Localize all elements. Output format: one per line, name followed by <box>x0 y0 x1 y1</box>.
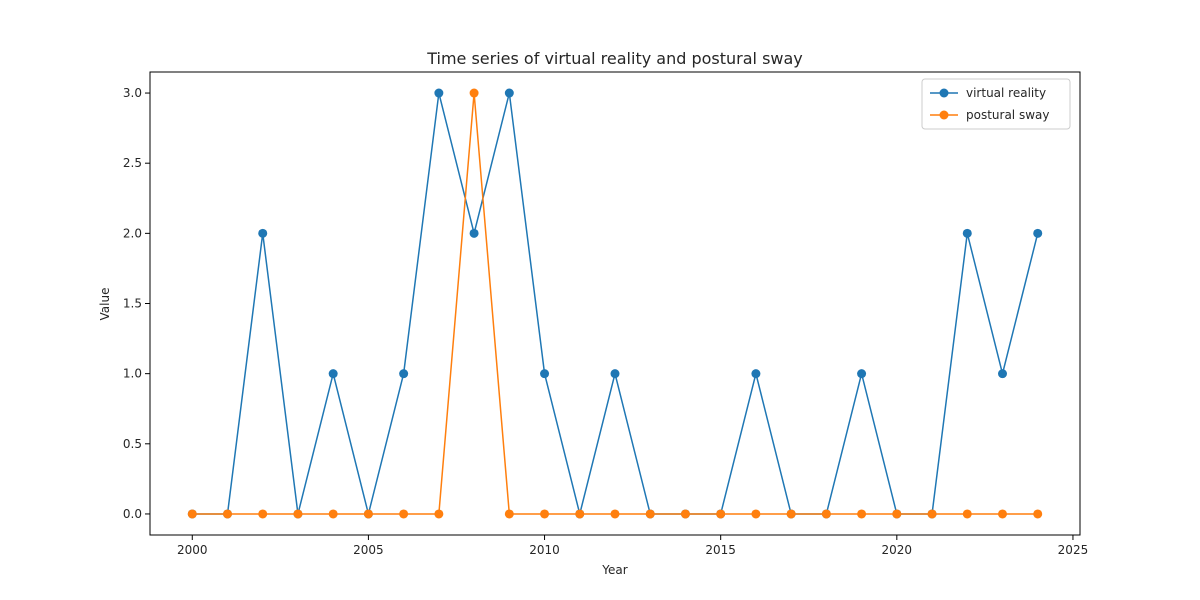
legend-box <box>921 78 1071 130</box>
data-point-0-2 <box>258 228 268 238</box>
legend-label-1: postural sway <box>966 108 1049 122</box>
data-point-1-10 <box>540 509 550 519</box>
data-point-1-19 <box>857 509 867 519</box>
legend-marker-1 <box>939 110 949 120</box>
data-point-0-19 <box>857 369 867 379</box>
data-point-0-10 <box>540 369 550 379</box>
y-tick-label-0: 0.0 <box>123 507 142 521</box>
legend: virtual reality postural sway <box>921 78 1071 130</box>
data-point-1-2 <box>258 509 268 519</box>
legend-label-0: virtual reality <box>966 86 1046 100</box>
data-point-0-12 <box>610 369 620 379</box>
data-point-1-17 <box>786 509 796 519</box>
y-tick-label-1: 0.5 <box>123 437 142 451</box>
data-point-0-9 <box>504 88 514 98</box>
data-point-0-6 <box>399 369 409 379</box>
data-point-0-8 <box>469 228 479 238</box>
x-tick-label-0: 2000 <box>177 543 208 557</box>
plot-area <box>187 88 1043 519</box>
data-point-1-6 <box>399 509 409 519</box>
plot-frame <box>149 71 1081 536</box>
data-point-1-24 <box>1033 509 1043 519</box>
data-point-0-7 <box>434 88 444 98</box>
x-tick-label-3: 2015 <box>705 543 736 557</box>
x-tick-label-2: 2010 <box>529 543 560 557</box>
y-tick-label-4: 2.0 <box>123 226 142 240</box>
data-point-1-20 <box>892 509 902 519</box>
data-point-1-16 <box>751 509 761 519</box>
axes: 2000 2005 2010 2015 2020 2025 0.0 0.5 1.0 1.5 2.0 2… <box>123 71 1089 557</box>
data-point-1-21 <box>927 509 937 519</box>
data-point-1-5 <box>363 509 373 519</box>
x-tick-label-5: 2025 <box>1058 543 1089 557</box>
series-line-1 <box>192 92 1038 515</box>
y-axis-label: Value <box>98 288 112 321</box>
data-point-1-4 <box>328 509 338 519</box>
y-tick-label-5: 2.5 <box>123 156 142 170</box>
data-point-1-11 <box>575 509 585 519</box>
data-point-1-0 <box>187 509 197 519</box>
data-point-0-16 <box>751 369 761 379</box>
legend-marker-0 <box>939 88 949 98</box>
data-point-1-22 <box>962 509 972 519</box>
data-point-1-8 <box>469 88 479 98</box>
y-tick-label-2: 1.0 <box>123 367 142 381</box>
data-point-1-15 <box>716 509 726 519</box>
y-tick-label-3: 1.5 <box>123 297 142 311</box>
chart-title: Time series of virtual reality and postu… <box>426 49 803 68</box>
data-point-1-3 <box>293 509 303 519</box>
series-line-0 <box>192 92 1039 515</box>
data-point-0-4 <box>328 369 338 379</box>
data-point-1-7 <box>434 509 444 519</box>
data-point-1-1 <box>223 509 232 519</box>
data-point-1-23 <box>998 509 1007 519</box>
x-tick-label-4: 2020 <box>882 543 913 557</box>
data-point-1-13 <box>645 509 655 519</box>
data-point-0-24 <box>1033 228 1043 238</box>
x-axis-label: Year <box>601 563 627 577</box>
data-point-0-22 <box>962 228 972 238</box>
x-tick-label-1: 2005 <box>353 543 384 557</box>
data-point-1-18 <box>821 509 831 519</box>
data-point-0-23 <box>998 369 1007 379</box>
y-tick-label-6: 3.0 <box>123 86 142 100</box>
data-point-1-9 <box>504 509 514 519</box>
data-point-1-12 <box>610 509 620 519</box>
data-point-1-14 <box>680 509 690 519</box>
